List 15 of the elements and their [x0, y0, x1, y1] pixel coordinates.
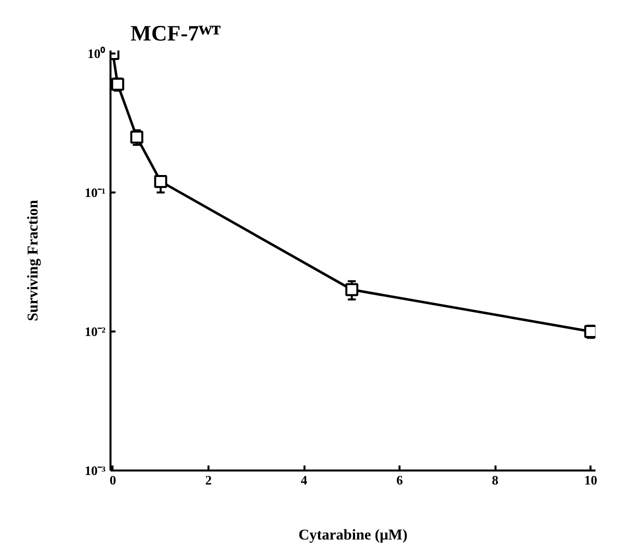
x-tick-label: 8	[492, 472, 499, 488]
y-tick-label: 10⁻²	[84, 324, 106, 339]
y-tick-label: 10⁰	[88, 46, 106, 61]
point	[154, 174, 168, 188]
chart-title: MCF-7ᵂᵀ	[130, 20, 221, 46]
point	[345, 283, 358, 296]
x-axis-title: Cytarabine (μM)	[298, 528, 408, 544]
x-tick-label: 10	[584, 472, 598, 488]
x-tick-label: 2	[205, 472, 212, 488]
y-axis-title: Surviving Fraction	[26, 199, 42, 322]
x-tick-label: 6	[396, 472, 404, 488]
y-tick-label: 10⁻¹	[84, 184, 106, 200]
x-tick-label: 4	[300, 472, 308, 488]
x-tick-label: 0	[110, 472, 116, 488]
y-tick-label: 10⁻³	[84, 463, 106, 478]
